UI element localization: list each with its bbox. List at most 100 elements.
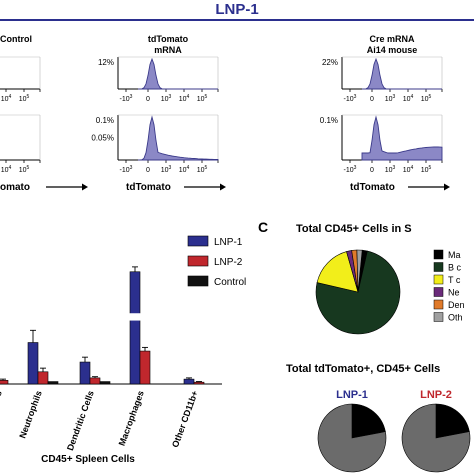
hist-tick-label: 0	[146, 96, 150, 103]
hist-tick-label: 104	[403, 94, 414, 103]
tick-exponent: 4	[187, 165, 190, 171]
category-label: Macrophages	[117, 389, 146, 447]
pie-slice	[315, 250, 401, 335]
legend-label: Control	[214, 277, 246, 288]
hist-tick-label: 105	[19, 165, 30, 174]
category-label: Dendritic Cells	[65, 389, 96, 452]
bar-control	[99, 381, 111, 385]
histogram-area	[138, 115, 219, 161]
column-heading: Control	[0, 34, 32, 44]
pie-legend-label: Den	[448, 300, 465, 310]
legend-swatch	[187, 255, 209, 267]
hist-tick-label: 0	[146, 167, 150, 174]
pie-legend-label: B c	[448, 263, 462, 273]
hist-tick-label: 104	[179, 94, 190, 103]
pie-legend-label: Ne	[448, 288, 460, 298]
pie-legend-swatch	[433, 274, 444, 285]
bar-lnp-1	[27, 342, 39, 385]
bar-xlabel: CD45+ Spleen Cells	[41, 454, 135, 465]
tick-exponent: 5	[205, 94, 208, 100]
tick-exponent: 3	[393, 94, 396, 100]
pie-slice	[317, 403, 387, 473]
tick-exponent: 4	[187, 94, 190, 100]
pie-legend-swatch	[433, 299, 444, 310]
legend-label: LNP-2	[214, 257, 243, 268]
small-pie-label: LNP-2	[420, 389, 452, 401]
hist-xlabel: omato	[0, 182, 30, 193]
category-label: Other CD11b+	[170, 389, 200, 449]
pie-slice	[351, 403, 386, 439]
bar-control	[47, 381, 59, 385]
tick-exponent: 5	[27, 165, 30, 171]
xlabel-arrow-head	[82, 183, 88, 191]
axis-break	[129, 313, 141, 321]
hist-tick-label: 105	[197, 165, 208, 174]
hist-tick-label: 104	[403, 165, 414, 174]
bar-lnp-2	[139, 350, 151, 385]
hist-tick-label: 104	[1, 165, 12, 174]
bar-lnp-2	[0, 380, 9, 385]
hist-ylabel: 12%	[98, 58, 114, 67]
tick-exponent: 3	[354, 165, 357, 171]
pie-slice	[356, 249, 363, 293]
hist-tick-label: -103	[344, 165, 357, 174]
pie-legend-label: T c	[448, 275, 461, 285]
tick-exponent: 3	[393, 165, 396, 171]
pie-legend-label: Oth	[448, 313, 463, 323]
tick-exponent: 4	[411, 165, 414, 171]
tick-exponent: 3	[169, 165, 172, 171]
small-pie-label: LNP-1	[336, 389, 368, 401]
hist-tick-label: -103	[120, 165, 133, 174]
xlabel-arrow-head	[220, 183, 226, 191]
pie-legend-swatch	[433, 287, 444, 297]
hist-tick-label: 105	[421, 165, 432, 174]
pie-slice	[435, 403, 470, 439]
tick-exponent: 5	[27, 94, 30, 100]
bar-lnp-2	[89, 377, 101, 385]
tick-exponent: 4	[9, 165, 12, 171]
hist-tick-label: 103	[161, 165, 172, 174]
histogram-area	[361, 115, 443, 161]
legend-swatch	[187, 275, 209, 287]
hist-ylabel-mid: 0.05%	[91, 134, 114, 143]
tick-exponent: 5	[205, 165, 208, 171]
hist-tick-label: -103	[120, 94, 133, 103]
tick-exponent: 4	[411, 94, 414, 100]
pie-title: Total CD45+ Cells in S	[296, 223, 412, 235]
hist-tick-label: 104	[1, 94, 12, 103]
tick-exponent: 3	[130, 165, 133, 171]
pie-legend-swatch	[433, 249, 444, 260]
bar-lnp-2	[193, 381, 205, 385]
column-heading: mRNA	[154, 45, 182, 55]
hist-tick-label: 105	[19, 94, 30, 103]
bar-lnp-1	[79, 361, 91, 385]
hist-xlabel: tdTomato	[350, 182, 395, 193]
hist-tick-label: -103	[344, 94, 357, 103]
hist-tick-label: 105	[421, 94, 432, 103]
histogram-area	[362, 57, 442, 90]
bar-lnp-2	[37, 371, 49, 385]
tick-exponent: 4	[9, 94, 12, 100]
pie-legend-label: Ma	[448, 250, 461, 260]
column-heading: tdTomato	[148, 34, 189, 44]
xlabel-arrow-head	[444, 183, 450, 191]
hist-ylabel: 22%	[322, 58, 338, 67]
hist-tick-label: 103	[385, 94, 396, 103]
hist-tick-label: 104	[179, 165, 190, 174]
hist-tick-label: 0	[370, 167, 374, 174]
category-label: Neutrophils	[17, 389, 44, 439]
hist-tick-label: 103	[385, 165, 396, 174]
pie-legend-swatch	[433, 312, 444, 322]
hist-tick-label: 103	[161, 94, 172, 103]
header-title: LNP-1	[215, 1, 258, 18]
tick-exponent: 3	[169, 94, 172, 100]
bottom-pie-title: Total tdTomato+, CD45+ Cells	[286, 363, 440, 375]
bar-lnp-1	[129, 271, 141, 385]
flow-panels: Control -103 0 103 104 105 -103 0 103 104 105 omato…	[0, 34, 450, 193]
pie-slice	[316, 251, 359, 293]
tick-exponent: 3	[354, 94, 357, 100]
hist-tick-label: 0	[370, 96, 374, 103]
column-heading: Cre mRNA	[369, 34, 415, 44]
tick-exponent: 3	[130, 94, 133, 100]
